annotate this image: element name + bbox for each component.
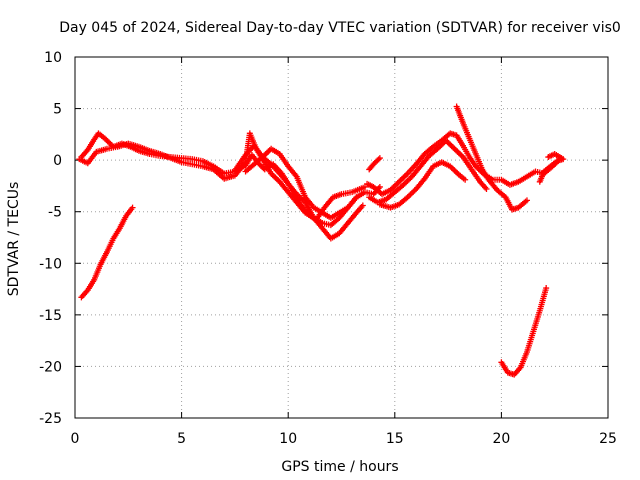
y-tick-label: 0 [53,153,62,169]
data-point [404,177,411,184]
data-point [400,174,407,181]
axis-ticks: 0 5 10 15 20 25 10 5 0 -5 -10 -15 -20 -25 [39,50,617,447]
data-point [361,183,368,190]
data-point [408,190,415,197]
data-point [398,176,405,183]
x-tick-label: 10 [279,431,297,447]
data-point [403,171,410,178]
y-tick-label: 10 [44,50,62,66]
data-point [263,149,270,156]
y-tick-label: -10 [39,256,62,272]
data-point [353,194,360,201]
series-track-l [498,285,550,378]
series-track-k [78,204,136,301]
grid-lines [75,57,608,418]
y-tick-label: -20 [39,359,62,375]
y-tick-label: -25 [39,411,62,427]
x-tick-label: 0 [71,431,80,447]
data-point [272,174,279,181]
series-track-d [242,145,360,221]
data-point [104,138,111,145]
data-series [76,103,567,378]
series-track-h [376,159,469,211]
series-track-i [453,103,530,213]
data-point [396,178,403,185]
x-tick-label: 20 [492,431,510,447]
data-point [129,204,136,211]
data-point [273,176,280,183]
data-point [376,155,383,162]
data-point [406,176,413,183]
series-track-e [366,155,383,173]
data-point [401,173,408,180]
data-point [451,145,458,152]
data-point [451,167,458,174]
y-tick-label: -5 [48,205,62,221]
y-tick-label: 5 [53,102,62,118]
data-point [450,144,457,151]
data-point [455,149,462,156]
data-point [359,202,366,209]
series-track-c [231,142,366,242]
data-point [448,143,455,150]
data-point [457,151,464,158]
data-point [454,148,461,155]
series-track-b [76,130,383,229]
data-point [545,154,552,161]
data-point [407,191,414,198]
data-point [106,139,113,146]
x-axis-label: GPS time / hours [281,459,398,475]
data-point [523,197,530,204]
series-track-j [536,150,567,185]
series-track-f [364,130,565,198]
x-tick-label: 15 [386,431,404,447]
data-point [270,173,277,180]
plot-frame [74,56,609,419]
data-point [452,168,459,175]
data-point [376,183,383,190]
y-tick-label: -15 [39,308,62,324]
series-track-g [366,137,490,206]
data-point [447,141,454,148]
data-point [394,180,401,187]
data-point [445,140,452,147]
x-tick-label: 25 [599,431,617,447]
y-axis-label: SDTVAR / TECUs [6,182,22,297]
chart-title: Day 045 of 2024, Sidereal Day-to-day VTE… [59,20,621,36]
data-point [262,151,269,158]
data-point [393,181,400,188]
data-point [397,177,404,184]
data-point [452,147,459,154]
x-tick-label: 5 [177,431,186,447]
data-point [375,156,382,163]
data-point [483,186,490,193]
data-point [403,179,410,186]
data-point [450,166,457,173]
data-point [410,188,417,195]
data-point [543,285,550,292]
data-point [462,176,469,183]
